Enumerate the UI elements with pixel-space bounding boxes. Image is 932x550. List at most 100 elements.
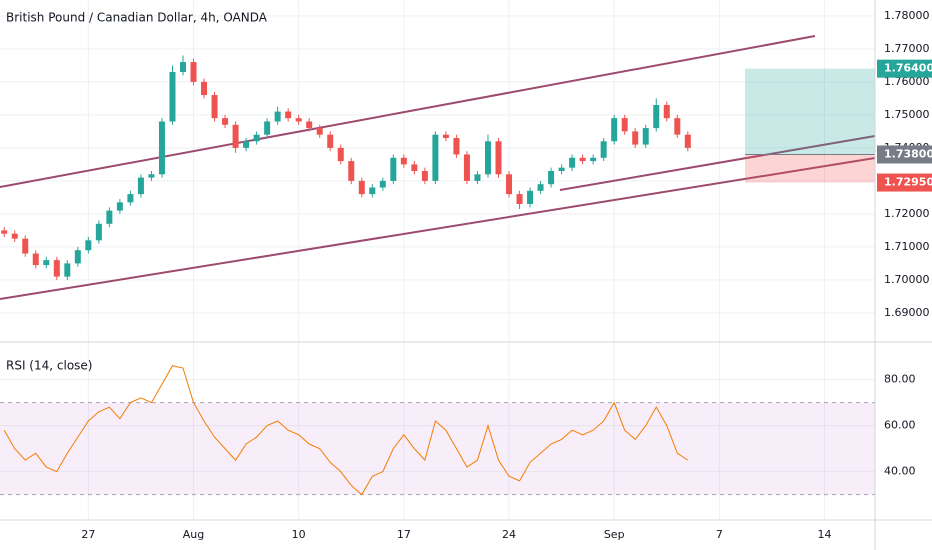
candle-body [579, 157, 586, 162]
candle-body [295, 118, 302, 122]
candle-body [400, 157, 407, 165]
candle-body [548, 170, 555, 185]
candle-body [337, 147, 344, 162]
candle-body [316, 128, 323, 135]
candle-body [642, 128, 649, 145]
x-tick-label: 10 [292, 528, 306, 541]
candle-body [232, 124, 239, 148]
candle-body [106, 210, 113, 224]
trend-line [0, 35, 816, 188]
x-tick-label: Sep [604, 528, 625, 541]
candle-body [442, 134, 449, 138]
candle-body [516, 194, 523, 204]
candle-body [95, 223, 102, 241]
grid [0, 0, 875, 520]
rsi-tick-label: 60.00 [884, 419, 916, 432]
rsi-line [3, 365, 689, 496]
x-tick-label: 27 [81, 528, 95, 541]
candle-body [22, 238, 29, 254]
x-tick-label: 7 [716, 528, 723, 541]
rsi-tick-label: 40.00 [884, 465, 916, 478]
candle-body [663, 104, 670, 119]
candle-body [421, 170, 428, 181]
candle-body [127, 194, 134, 203]
y-tick-label: 1.70000 [884, 273, 930, 286]
x-tick-label: 17 [397, 528, 411, 541]
candle-body [684, 134, 691, 148]
candle-body [179, 62, 186, 72]
candle-body [506, 174, 513, 195]
candle-body [358, 180, 365, 195]
candle-body [306, 121, 313, 129]
candle-body [264, 121, 271, 135]
candle-body [32, 253, 39, 266]
candle-body [222, 118, 229, 125]
candle-body [411, 164, 418, 171]
price-label-box [877, 173, 932, 192]
candle-body [243, 141, 250, 148]
candle-body [369, 187, 376, 195]
candle-body [590, 157, 597, 162]
price-label: 1.73800 [884, 147, 932, 160]
rsi-tick-label: 80.00 [884, 373, 916, 386]
candle-body [348, 161, 355, 181]
y-tick-label: 1.72000 [884, 207, 930, 220]
rsi-title: RSI (14, close) [6, 359, 92, 373]
candle-body [137, 177, 144, 195]
candle-body [379, 180, 386, 188]
candle-body [569, 157, 576, 168]
trend-line [0, 157, 876, 300]
candle-body [211, 95, 218, 119]
price-label-box [877, 145, 932, 164]
y-tick-label: 1.77000 [884, 42, 930, 55]
y-tick-label: 1.78000 [884, 9, 930, 22]
candle-body [43, 260, 50, 266]
x-tick-label: 24 [502, 528, 516, 541]
candle-body [432, 134, 439, 181]
candle-body [474, 174, 481, 181]
candle-body [274, 111, 281, 122]
candle-body [11, 233, 18, 239]
candle-body [190, 62, 197, 82]
candle-body [537, 184, 544, 191]
candle-body [285, 111, 292, 119]
candle-body [484, 141, 491, 175]
candle-body [390, 157, 397, 181]
candle-body [653, 104, 660, 129]
candle-body [253, 134, 260, 142]
candle-body [527, 190, 534, 204]
candle-body [495, 141, 502, 175]
candle-body [632, 131, 639, 145]
candle-body [53, 260, 60, 277]
candle-body [611, 118, 618, 142]
rsi-band [0, 402, 875, 495]
loss-zone [745, 154, 875, 183]
plot [0, 35, 876, 496]
profit-zone [745, 68, 875, 155]
axes: 27 Aug 10 17 24 Sep 7 141.780001.770001.760001.… [81, 9, 932, 541]
price-label-box [877, 59, 932, 78]
y-tick-label: 1.76000 [884, 75, 930, 88]
trend-line [559, 135, 876, 191]
y-tick-label: 1.69000 [884, 306, 930, 319]
candle-body [327, 134, 334, 148]
candle-body [463, 154, 470, 181]
candle-body [558, 167, 565, 171]
candle-body [201, 81, 208, 96]
candle-body [85, 240, 92, 251]
y-tick-label: 1.71000 [884, 240, 930, 253]
candle-body [148, 174, 155, 178]
candle-body [116, 202, 123, 211]
chart-title: British Pound / Canadian Dollar, 4h, OAN… [6, 11, 268, 25]
candle-body [600, 141, 607, 158]
candle-body [674, 118, 681, 135]
candle-body [621, 118, 628, 132]
candle-body [453, 137, 460, 155]
candle-body [64, 263, 71, 277]
candle-body [158, 121, 165, 175]
x-tick-label: 14 [818, 528, 832, 541]
price-label: 1.72950 [884, 176, 932, 189]
price-label: 1.76400 [884, 62, 932, 75]
